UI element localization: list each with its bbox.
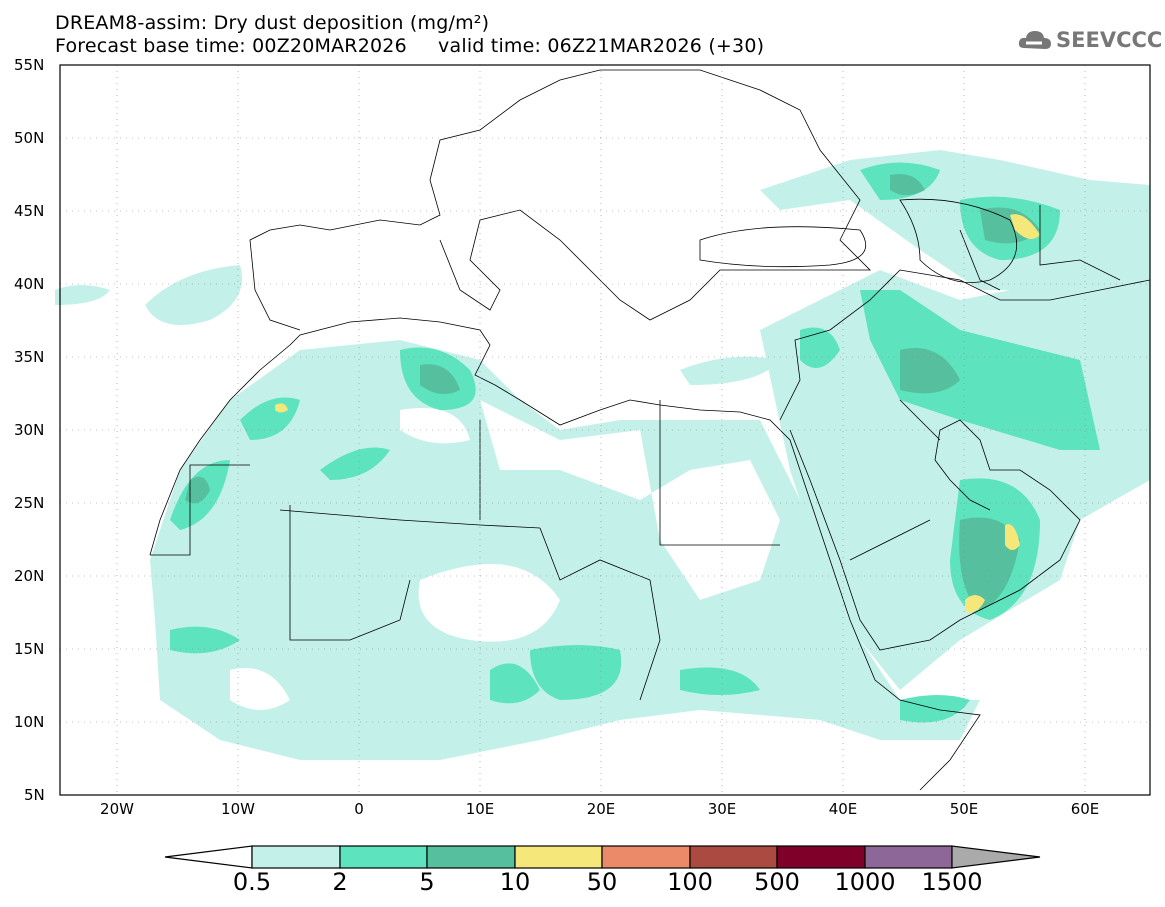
lon-label: 20E [586, 800, 616, 818]
dust-level-5 [185, 174, 1040, 610]
colorbar-label: 5 [419, 868, 435, 896]
colorbar-bin [776, 845, 866, 869]
colorbar-bin [601, 845, 691, 869]
lat-label: 55N [14, 56, 45, 74]
colorbar-bin [514, 845, 603, 869]
colorbar-label: 1000 [834, 868, 896, 896]
colorbar-bin [689, 845, 778, 869]
lat-label: 35N [14, 348, 45, 366]
lat-label: 30N [14, 421, 45, 439]
colorbar-label: 1500 [921, 868, 983, 896]
lon-label: 10W [221, 800, 255, 818]
lat-label: 5N [24, 786, 45, 804]
dust-level-10 [275, 214, 1040, 613]
colorbar-bin [864, 845, 953, 869]
lon-label: 40E [828, 800, 858, 818]
cloud-icon [1018, 31, 1051, 49]
lon-label: 20W [100, 800, 134, 818]
colorbar-label: 500 [754, 868, 800, 896]
lat-label: 50N [14, 129, 45, 147]
map-frame [59, 64, 1151, 796]
lat-label: 45N [14, 202, 45, 220]
lon-label: 0 [354, 800, 364, 818]
map-title: DREAM8-assim: Dry dust deposition (mg/m²… [55, 12, 490, 34]
colorbar-label: 0.5 [232, 868, 272, 896]
colorbar-label: 10 [499, 868, 531, 896]
colorbar [164, 845, 1041, 869]
lon-label: 50E [949, 800, 979, 818]
lon-label: 30E [707, 800, 737, 818]
colorbar-bin [339, 845, 428, 869]
forecast-times: Forecast base time: 00Z20MAR2026 valid t… [55, 35, 765, 57]
colorbar-bin [251, 845, 341, 869]
colorbar-bin [426, 845, 516, 869]
colorbar-label: 100 [667, 868, 713, 896]
lon-label: 60E [1070, 800, 1100, 818]
coastlines [149, 69, 1151, 791]
colorbar-label: 2 [332, 868, 348, 896]
dust-level-2 [170, 162, 1100, 723]
colorbar-over-triangle [951, 845, 1041, 869]
dust-gap [230, 400, 780, 710]
colorbar-under-triangle [164, 845, 253, 869]
colorbar-label: 50 [586, 868, 618, 896]
lat-label: 10N [14, 713, 45, 731]
lon-label: 10E [465, 800, 495, 818]
dust-field [55, 150, 1150, 760]
lat-label: 15N [14, 640, 45, 658]
lat-label: 20N [14, 567, 45, 585]
lat-label: 40N [14, 275, 45, 293]
lat-label: 25N [14, 494, 45, 512]
logo-text: SEEVCCC [1056, 28, 1163, 52]
seevccc-logo: SEEVCCC [1018, 28, 1162, 52]
